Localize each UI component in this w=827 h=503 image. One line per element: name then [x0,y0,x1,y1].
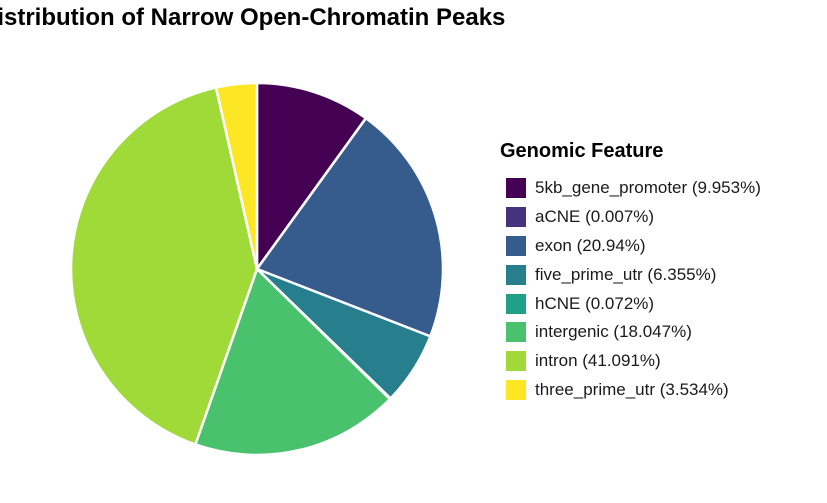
legend-swatch [506,235,526,256]
pie-slice-intron [69,86,259,446]
legend-item: five_prime_utr (6.355%) [500,260,761,289]
legend-label: 5kb_gene_promoter (9.953%) [535,178,761,198]
pie-slice-intergenic [194,267,392,457]
chart-title: Distribution of Narrow Open-Chromatin Pe… [0,4,506,31]
legend-title: Genomic Feature [500,140,664,162]
pie-slice-exon [255,117,445,338]
pie-slice-5kb-gene-promoter [255,81,368,271]
legend-item: intergenic (18.047%) [500,318,761,347]
legend-item: aCNE (0.007%) [500,203,761,232]
legend-swatch [506,351,526,372]
legend-item: intron (41.091%) [500,347,761,376]
legend: Genomic Feature 5kb_gene_promoter (9.953… [500,140,761,404]
legend-label: five_prime_utr (6.355%) [535,264,717,284]
legend-item: 5kb_gene_promoter (9.953%) [500,174,761,203]
legend-swatch [506,293,526,314]
legend-swatch [506,178,526,199]
legend-label: three_prime_utr (3.534%) [535,379,729,399]
pie-slice-three-prime-utr [214,81,259,271]
legend-swatch [506,264,526,285]
legend-label: intron (41.091%) [535,351,661,371]
legend-item: three_prime_utr (3.534%) [500,376,761,405]
legend-item: exon (20.94%) [500,232,761,261]
legend-swatch [506,379,526,400]
pie-slices [69,81,445,457]
legend-label: intergenic (18.047%) [535,322,692,342]
legend-label: exon (20.94%) [535,235,646,255]
legend-items: 5kb_gene_promoter (9.953%) aCNE (0.007%) e… [500,174,761,404]
legend-swatch [506,207,526,228]
legend-item: hCNE (0.072%) [500,289,761,318]
legend-swatch [506,322,526,343]
legend-label: aCNE (0.007%) [535,207,655,227]
legend-label: hCNE (0.072%) [535,293,655,313]
